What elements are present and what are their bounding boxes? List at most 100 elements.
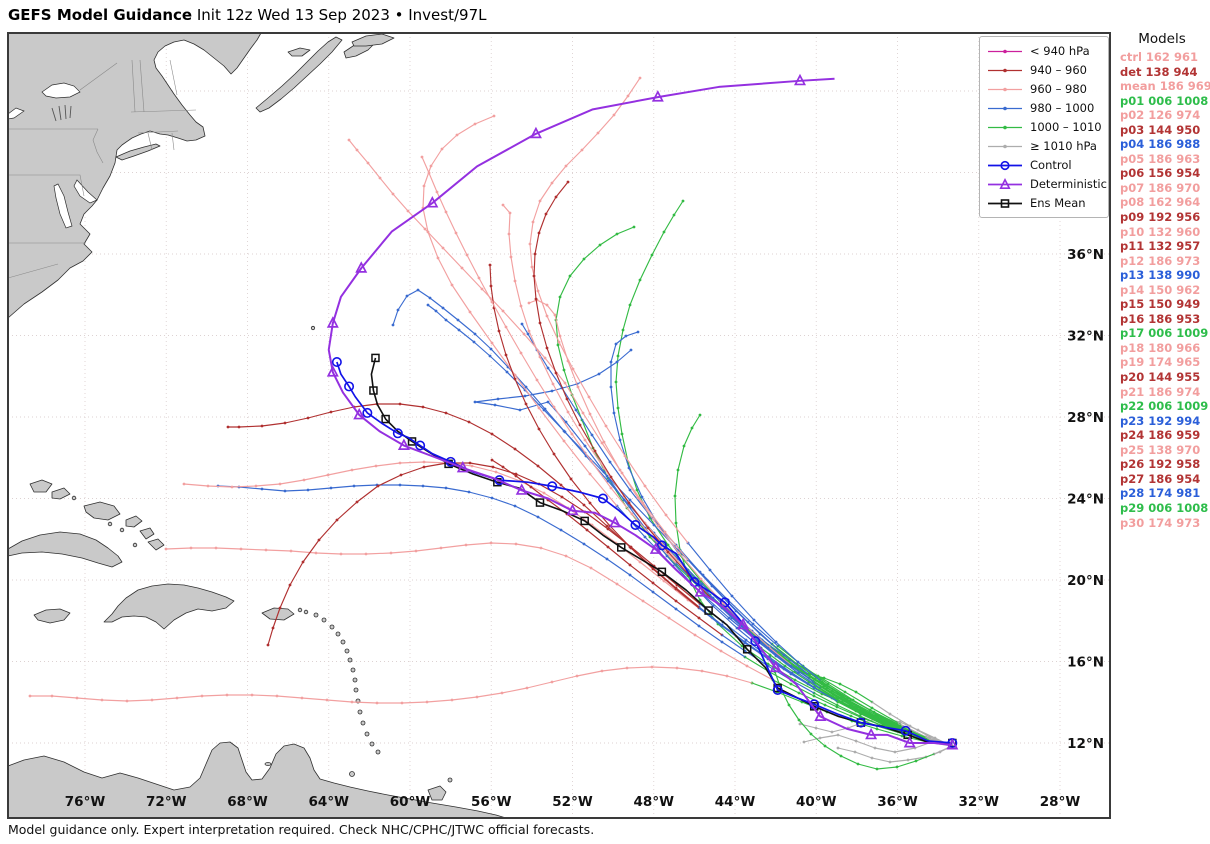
- track-point: [628, 563, 632, 567]
- ensemble-track-segment: [217, 484, 746, 658]
- track-point: [400, 701, 404, 705]
- track-point: [884, 723, 888, 727]
- track-point: [605, 524, 609, 528]
- track-point: [793, 678, 797, 682]
- track-point: [329, 486, 333, 490]
- cuba: [7, 531, 123, 568]
- lesser-antilles-island: [360, 720, 366, 726]
- track-point: [812, 694, 816, 698]
- ens-mean-marker: [704, 606, 713, 615]
- track-point: [620, 432, 624, 436]
- track-point: [646, 526, 650, 530]
- track-point: [526, 332, 530, 336]
- track-point: [583, 444, 587, 448]
- model-row-p16: p16 186 953: [1120, 311, 1201, 326]
- track-point: [745, 664, 749, 668]
- track-point: [693, 633, 697, 637]
- track-point: [524, 385, 528, 389]
- control-track: [331, 356, 958, 748]
- deterministic-marker: [397, 438, 410, 450]
- track-point: [355, 500, 359, 504]
- track-point: [564, 554, 568, 558]
- track-point: [562, 368, 566, 372]
- track-point: [546, 366, 550, 370]
- track-point: [893, 750, 897, 754]
- track-point: [580, 148, 584, 152]
- lon-tick-label: 64°W: [309, 794, 350, 810]
- track-point: [898, 720, 902, 724]
- lon-tick-label: 44°W: [715, 794, 756, 810]
- track-point: [416, 288, 420, 292]
- track-point: [612, 113, 616, 117]
- track-point: [488, 354, 492, 358]
- track-point: [422, 465, 426, 469]
- track-point: [697, 624, 701, 628]
- track-point: [278, 606, 282, 610]
- track-point: [650, 253, 654, 257]
- track-point: [798, 722, 802, 726]
- track-point: [441, 306, 445, 310]
- deterministic-marker: [649, 542, 662, 554]
- legend-label: Control: [1030, 158, 1072, 172]
- ensemble-track-segment: [392, 289, 778, 653]
- track-point: [504, 325, 508, 329]
- lakes-and-bays: [7, 82, 98, 229]
- track-point: [783, 664, 787, 668]
- track-point: [589, 566, 593, 570]
- track-point: [254, 484, 258, 488]
- track-point: [496, 397, 500, 401]
- model-row-p21: p21 186 974: [1120, 384, 1201, 399]
- title-init: Init 12z Wed 13 Sep 2023 • Invest/97L: [192, 6, 487, 24]
- track-point: [189, 546, 193, 550]
- track-point: [501, 465, 505, 469]
- track-point: [596, 131, 600, 135]
- track-point: [468, 461, 472, 465]
- control-marker: [597, 493, 608, 504]
- track-point: [505, 370, 509, 374]
- track-point: [450, 698, 454, 702]
- track-point: [710, 584, 714, 588]
- deterministic-marker: [946, 738, 959, 750]
- lon-tick-label: 28°W: [1040, 794, 1081, 810]
- track-point: [667, 616, 671, 620]
- track-point: [376, 484, 380, 488]
- track-point: [629, 546, 633, 550]
- lesser-antilles-island: [369, 741, 375, 747]
- track-point: [423, 227, 427, 231]
- legend-label: ≥ 1010 hPa: [1030, 139, 1097, 153]
- track-point: [275, 694, 279, 698]
- track-point: [456, 318, 460, 322]
- track-point: [588, 412, 592, 416]
- lesser-antilles-island: [329, 624, 335, 630]
- track-point: [744, 638, 748, 642]
- track-point: [752, 618, 756, 622]
- model-row-p13: p13 138 990: [1120, 268, 1201, 283]
- track-point: [600, 441, 604, 445]
- legend-swatch-square-icon: [988, 198, 1022, 208]
- track-point: [566, 410, 570, 414]
- lesser-antilles-island: [353, 687, 359, 693]
- legend-swatch-dot-icon: [988, 106, 1022, 110]
- track-point: [538, 321, 542, 325]
- ensemble-track-segment: [421, 156, 677, 564]
- model-row-p29: p29 006 1008: [1120, 500, 1209, 515]
- track-point: [301, 560, 305, 564]
- track-point: [364, 552, 368, 556]
- track-point: [467, 420, 471, 424]
- track-point: [854, 739, 858, 743]
- newfoundland-edge: [351, 33, 395, 47]
- lat-tick-label: 32°N: [1067, 329, 1104, 345]
- track-point: [490, 496, 494, 500]
- track-point: [398, 402, 402, 406]
- models-list: ctrl 162 961 det 138 944 mean 186 969 p01 0…: [1120, 50, 1210, 530]
- track-point: [441, 246, 445, 250]
- track-point: [700, 669, 704, 673]
- small-island: [119, 527, 125, 533]
- ensemble-tracks: [28, 76, 954, 771]
- track-point: [774, 640, 778, 644]
- track-point: [609, 486, 613, 490]
- track-point: [375, 701, 379, 705]
- track-point: [564, 164, 568, 168]
- model-row-p20: p20 144 955: [1120, 370, 1201, 385]
- track-point: [858, 714, 862, 718]
